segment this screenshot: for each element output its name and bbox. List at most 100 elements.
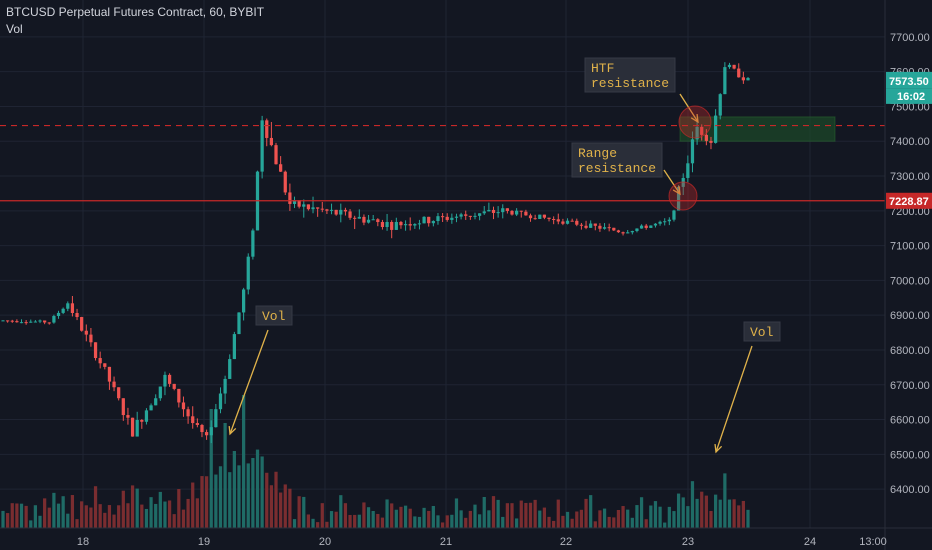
range-arrowhead (672, 185, 681, 196)
volume-bar (602, 508, 607, 528)
volume-bar (468, 510, 472, 528)
candle-body (223, 378, 227, 394)
volume-bar (561, 515, 565, 528)
volume-bar (89, 507, 93, 528)
volume-bar (195, 498, 199, 528)
candle-body (436, 216, 440, 222)
candle-body (38, 320, 42, 322)
candle-body (431, 221, 435, 224)
volume-bar (732, 499, 736, 528)
price-tick-label: 7500.00 (890, 101, 930, 113)
candle-body (676, 186, 681, 211)
candle-body (510, 210, 514, 215)
last-price-tag (886, 71, 932, 89)
volume-bar (746, 509, 750, 528)
volume-bar (519, 500, 523, 528)
volume-bar (232, 451, 236, 528)
candle-body (468, 215, 472, 217)
volume-bar (408, 508, 412, 528)
candle-body (584, 225, 588, 228)
volume-bar (459, 510, 463, 528)
candle-body (704, 134, 708, 141)
candle-body (84, 330, 88, 335)
candlesticks (1, 62, 750, 444)
htf-label-text: HTF (591, 61, 614, 76)
candle-body (19, 322, 24, 324)
candle-body (329, 209, 334, 211)
volume-bar (663, 522, 667, 528)
volume-bar (607, 516, 611, 528)
volume-bar (172, 514, 176, 528)
price-tick-label: 6700.00 (890, 380, 930, 392)
volume-bar (575, 511, 579, 528)
candle-body (316, 207, 320, 209)
volume-bar (167, 500, 172, 528)
candle-body (464, 214, 468, 216)
volume-bar (154, 503, 158, 528)
volume-bar (556, 499, 560, 528)
range-arrow (663, 169, 681, 195)
candle-body (283, 171, 287, 193)
candle-body (746, 77, 750, 81)
candle-body (593, 223, 597, 226)
volume-bar (29, 520, 33, 528)
volume-bar (242, 395, 246, 528)
volume-bar (542, 507, 547, 528)
candle-body (154, 398, 158, 406)
volume-bar (658, 506, 662, 528)
price-tick-label: 7000.00 (890, 275, 930, 287)
volume-bar (584, 498, 588, 528)
candle-body (274, 145, 278, 165)
candle-body (52, 316, 56, 323)
candle-body (630, 231, 634, 233)
volume-bar (473, 504, 477, 528)
time-tick-label: 22 (560, 536, 572, 548)
candle-body (112, 381, 116, 388)
candle-body (140, 419, 144, 422)
candle-body (80, 317, 84, 331)
candle-body (482, 211, 486, 214)
candle-body (616, 230, 621, 233)
candle-body (644, 225, 648, 228)
volume-legend: Vol (6, 22, 23, 36)
volume-bar (704, 495, 708, 528)
volume-bar (362, 502, 366, 528)
candle-body (353, 217, 357, 219)
vol-right-label-text: Vol (750, 325, 774, 340)
candle-body (653, 223, 658, 226)
price-tick-label: 6400.00 (890, 484, 930, 496)
volume-bar (15, 503, 19, 528)
candle-body (232, 334, 236, 360)
level-price-text: 7228.87 (889, 196, 929, 208)
volume-bar (482, 496, 486, 528)
volume-bar (695, 498, 699, 528)
price-tick-label: 6800.00 (890, 345, 930, 357)
candle-body (117, 387, 121, 399)
price-tick-label: 7300.00 (890, 171, 930, 183)
candle-body (427, 216, 431, 224)
candle-body (690, 139, 695, 164)
candle-body (732, 64, 736, 69)
candle-body (209, 427, 213, 436)
candle-body (149, 405, 153, 411)
candle-body (214, 409, 218, 428)
volume-bar (394, 509, 398, 528)
candle-body (547, 217, 551, 219)
volume-bar (56, 503, 61, 528)
volume-bar (709, 510, 713, 528)
candle-body (167, 374, 172, 384)
volume-bar (47, 507, 51, 528)
volume-bar (149, 497, 153, 528)
candle-body (279, 164, 283, 172)
candle-body (130, 417, 135, 437)
candle-body (260, 120, 264, 172)
volume-bar (464, 517, 468, 528)
volume-bar (130, 485, 135, 528)
volume-bar (75, 519, 79, 528)
candle-body (93, 342, 98, 359)
volume-bar (653, 501, 658, 528)
candle-body (121, 398, 125, 416)
volume-bar (547, 516, 551, 528)
